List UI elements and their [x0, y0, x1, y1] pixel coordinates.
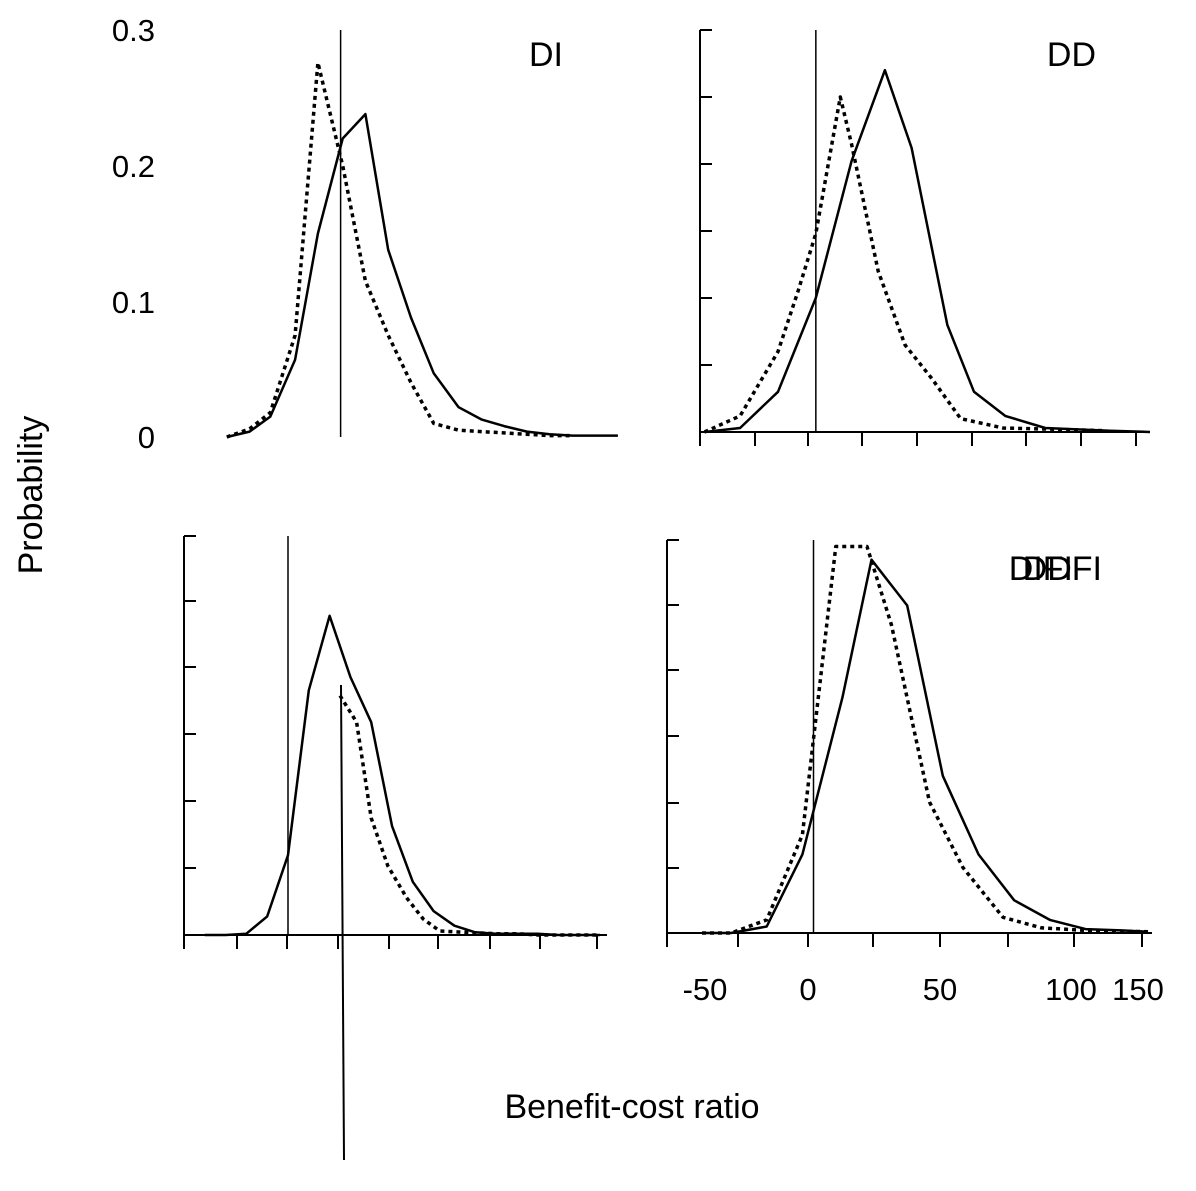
y-tick-label: 0.3 [112, 13, 155, 48]
callout-line [340, 684, 345, 1161]
y-tick-label: 0.1 [112, 285, 155, 320]
x-tick-label: 150 [1112, 972, 1164, 1007]
y-tick-label: 0.2 [112, 149, 155, 184]
x-tick-label: 100 [1045, 972, 1097, 1007]
panel-difi: DIFI [183, 535, 1073, 1161]
y-axis-title: Probability [12, 416, 50, 575]
panel-label: DDFI [1023, 550, 1102, 588]
dotted-series-line [702, 544, 1149, 935]
panel-di: DI [226, 30, 618, 439]
x-tick-label: 50 [923, 972, 957, 1007]
panel-label: DI [529, 36, 563, 74]
dotted-series-line [703, 95, 1106, 434]
x-tick-label: 0 [799, 972, 816, 1007]
solid-series-line [226, 112, 618, 439]
x-tick-label: -50 [683, 972, 728, 1007]
dotted-series-line [338, 694, 600, 937]
panel-dd: DD [699, 29, 1151, 446]
panel-label: DD [1047, 36, 1096, 74]
x-axis-title: Benefit-cost ratio [504, 1088, 759, 1126]
y-tick-label: 0 [138, 420, 155, 455]
solid-series-line [204, 614, 600, 937]
panel-label: DIFI [1009, 550, 1073, 588]
solid-series-line [704, 68, 1151, 434]
solid-series-line [702, 558, 1149, 935]
dotted-series-line [226, 60, 573, 439]
panel-ddfi: DDFI [666, 539, 1152, 947]
